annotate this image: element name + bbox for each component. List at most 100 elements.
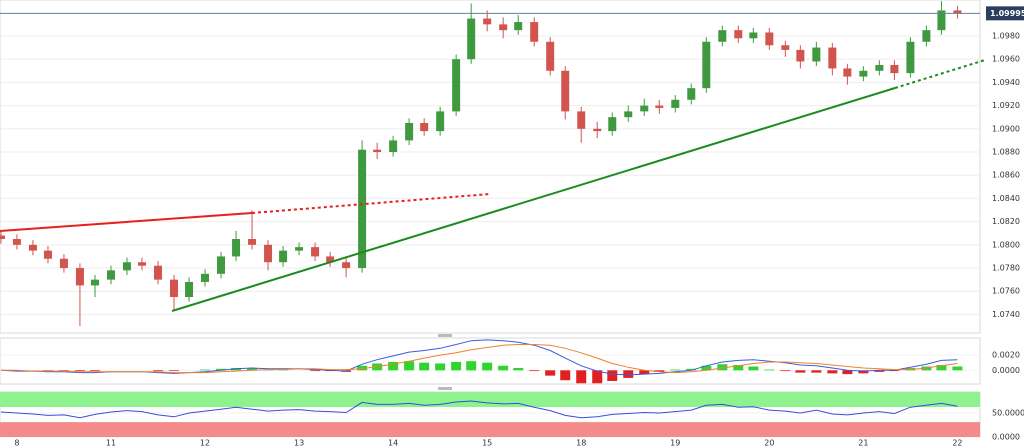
candle-body: [796, 49, 805, 62]
histogram-bar: [748, 366, 759, 371]
y-tick-label: 1.0760: [992, 287, 1020, 296]
candle-body: [0, 235, 5, 240]
trend-line-extension: [894, 59, 986, 89]
candle-body: [890, 64, 899, 74]
candle-body: [122, 262, 131, 271]
candle-body: [781, 45, 790, 50]
y-tick-label: 1.0980: [992, 31, 1020, 40]
candle-body: [436, 111, 445, 132]
histogram-bar: [216, 368, 227, 371]
candle-body: [655, 105, 664, 108]
candle-body: [373, 149, 382, 152]
y-tick-label: 1.0960: [992, 55, 1020, 64]
y-tick-label: 1.0940: [992, 78, 1020, 87]
trend-line: [171, 87, 896, 312]
histogram-bar: [310, 370, 321, 372]
indicator-line: [0, 339, 958, 376]
histogram-bar: [388, 361, 399, 371]
candle-body: [922, 30, 931, 42]
candle-body: [561, 70, 570, 112]
histogram-bar: [654, 370, 665, 372]
histogram-bar: [247, 368, 258, 371]
histogram-bar: [404, 361, 415, 371]
histogram-bar: [89, 370, 100, 372]
histogram-bar: [419, 362, 430, 371]
histogram-bar: [357, 365, 368, 371]
candle-body: [342, 262, 351, 269]
histogram-bar: [827, 370, 838, 374]
y-tick-label: 1.0780: [992, 264, 1020, 273]
band: [0, 392, 980, 407]
candle-body: [875, 64, 884, 71]
last-price-label: 1.09995: [990, 9, 1024, 18]
candle-body: [828, 47, 837, 69]
candle-body: [640, 105, 649, 112]
x-tick-label: 19: [670, 439, 680, 448]
candle-body: [138, 262, 147, 266]
candle-body: [608, 117, 617, 132]
histogram-bar: [936, 364, 947, 371]
histogram-bar: [560, 370, 571, 381]
drawings: [0, 59, 986, 312]
histogram-bar: [795, 370, 806, 373]
y-tick-label: 1.0860: [992, 171, 1020, 180]
histogram-bar: [451, 361, 462, 371]
candle-body: [311, 247, 320, 257]
candle-body: [248, 239, 257, 245]
histogram-bar: [733, 364, 744, 371]
candle-body: [765, 32, 774, 46]
histogram-bar: [592, 370, 603, 384]
candle-body: [185, 281, 194, 298]
histogram-bar: [529, 370, 540, 372]
x-tick-label: 8: [14, 439, 19, 448]
x-tick-label: 13: [294, 439, 304, 448]
histogram-bar: [858, 370, 869, 374]
x-tick-label: 21: [858, 439, 868, 448]
histogram-bar: [466, 361, 477, 371]
band: [0, 422, 980, 437]
histogram-bar: [607, 370, 618, 381]
candle-body: [937, 10, 946, 31]
candle-body: [28, 244, 37, 251]
panel-grip[interactable]: [438, 387, 452, 390]
candle-body: [201, 273, 210, 282]
candle-body: [467, 18, 476, 60]
indicator-line: [0, 400, 958, 419]
x-tick-label: 22: [952, 439, 962, 448]
candle-body: [154, 265, 163, 280]
y-tick-label: 1.0740: [992, 310, 1020, 319]
y-tick-label: 1.0900: [992, 124, 1020, 133]
indicator-line: [0, 344, 958, 374]
histogram-bar: [952, 366, 963, 371]
histogram-bar: [200, 369, 211, 371]
panel-grip[interactable]: [438, 334, 452, 337]
last-price-box: [986, 6, 1024, 21]
candle-body: [530, 22, 539, 42]
candle-body: [12, 239, 21, 245]
candle-body: [843, 68, 852, 77]
x-tick-label: 20: [764, 439, 774, 448]
y-tick-label: 1.0920: [992, 101, 1020, 110]
candle-body: [326, 256, 335, 263]
candle-body: [106, 270, 115, 280]
histogram-bar: [874, 370, 885, 372]
histogram-bar: [842, 370, 853, 375]
candle-body: [232, 239, 241, 257]
histogram-bar: [74, 370, 85, 372]
y-tick-label: 1.0880: [992, 147, 1020, 156]
y-tick-label: 0.0020: [992, 351, 1020, 360]
candle-body: [59, 258, 68, 269]
histogram-bar: [168, 370, 179, 372]
candle-body: [389, 140, 398, 152]
candle-body: [812, 47, 821, 62]
histogram-bar: [435, 363, 446, 371]
y-tick-label: 50.0000: [992, 409, 1024, 418]
histogram-bar: [639, 370, 650, 375]
x-tick-label: 14: [388, 439, 398, 448]
candle-body: [90, 279, 99, 286]
candle-body: [546, 41, 555, 71]
y-tick-label: 1.0840: [992, 194, 1020, 203]
histogram-bar: [482, 362, 493, 371]
